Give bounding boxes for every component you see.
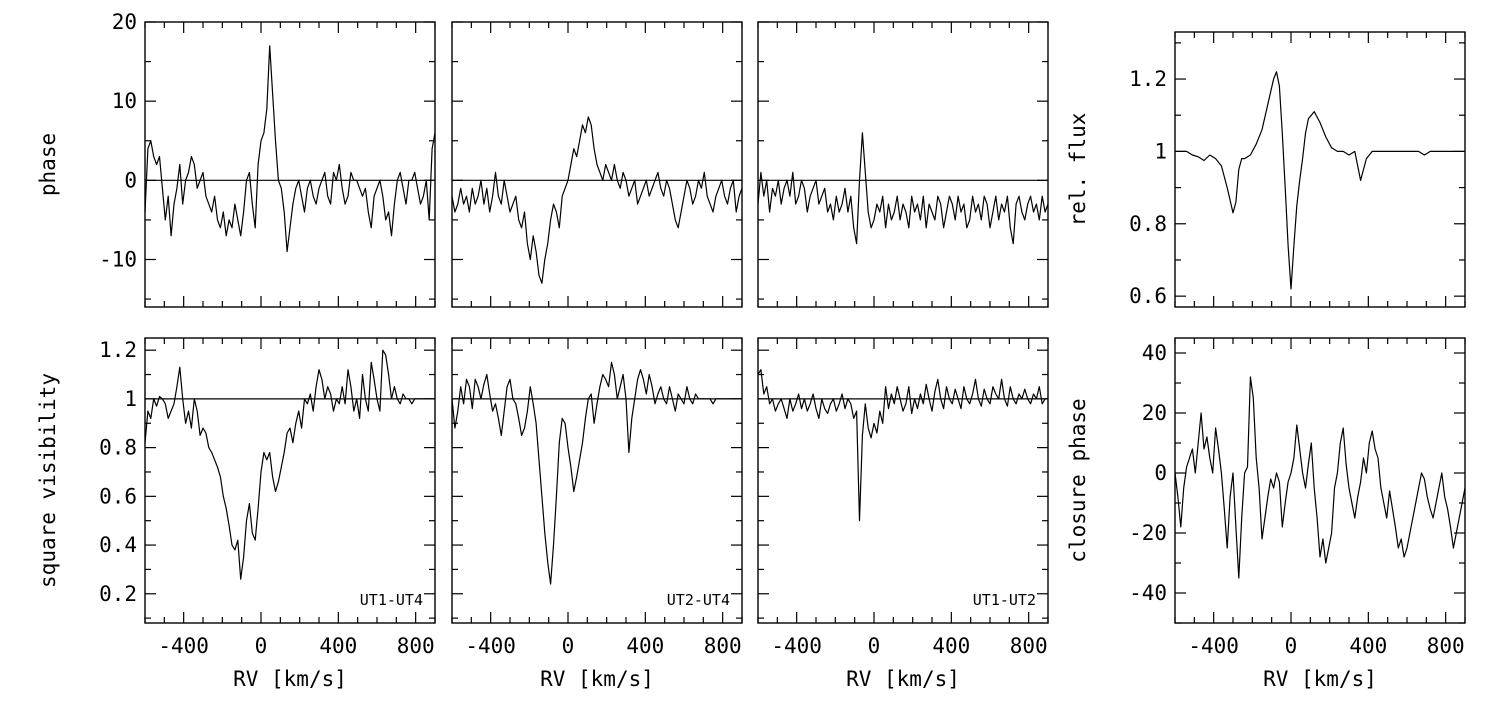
plot-frame [1174,31,1466,308]
x-tick-label: -400 [465,634,516,658]
plot-frame [451,337,743,624]
panel-vis_ut2_ut4: -400 0 400 800 RV [km/s] UT2-UT4 [451,337,743,691]
plot-frame [757,21,1049,308]
y-tick-label: 0 [124,168,137,192]
series-line-0 [1174,376,1466,579]
y-tick-label: 1.2 [99,338,137,362]
x-tick-label: 0 [868,634,881,658]
series-line-0 [451,361,742,585]
x-axis-label: RV [km/s] [846,667,960,691]
y-tick-label: 0.6 [1129,284,1167,308]
y-tick-label: -40 [1129,581,1167,605]
x-tick-label: 800 [1427,634,1465,658]
y-tick-label: -20 [1129,521,1167,545]
series-line-0 [757,132,1049,245]
y-tick-label: 40 [1142,341,1167,365]
x-axis-label: RV [km/s] [233,667,347,691]
y-tick-label: 0.4 [99,533,137,557]
x-tick-label: 400 [1349,634,1387,658]
y-tick-label: -10 [99,248,137,272]
series-line-0 [144,45,436,253]
x-axis-label: RV [km/s] [1263,667,1377,691]
x-tick-label: 400 [319,634,357,658]
x-tick-label: 800 [704,634,742,658]
series-line-0 [451,116,743,284]
y-tick-label: 10 [112,89,137,113]
x-tick-label: 0 [1285,634,1298,658]
x-tick-label: 800 [1010,634,1048,658]
y-tick-label: 20 [112,10,137,34]
x-tick-label: 800 [397,634,435,658]
panel-vis_ut1_ut2: -400 0 400 800 RV [km/s] UT1-UT2 [757,337,1049,691]
series-line-0 [757,369,1048,522]
x-tick-label: -400 [1188,634,1239,658]
x-tick-label: 400 [932,634,970,658]
baseline-label: UT2-UT4 [667,591,730,609]
y-tick-label: 1 [124,387,137,411]
y-axis-label: phase [36,133,60,196]
y-tick-label: 0.8 [99,436,137,460]
baseline-label: UT1-UT2 [973,591,1036,609]
baseline-label: UT1-UT4 [360,591,423,609]
x-tick-label: 0 [255,634,268,658]
panel-rel_flux: 0.6 0.8 1 1.2 rel. flux [1066,31,1466,308]
plot-frame [757,337,1049,624]
panel-phase_ut1_ut4: -10 0 10 20 phase [36,10,436,308]
y-tick-label: 1.2 [1129,67,1167,91]
plot-frame [144,337,436,624]
x-tick-label: 400 [626,634,664,658]
y-tick-label: 0.6 [99,484,137,508]
panel-vis_ut1_ut4: -400 0 400 800 RV [km/s] 0.2 0.4 0.6 0.8 1 1.2 squa… [36,337,436,691]
y-tick-label: 0.8 [1129,212,1167,236]
y-axis-label: rel. flux [1066,113,1090,227]
series-line-0 [144,349,435,580]
y-tick-label: 1 [1154,139,1167,163]
y-axis-label: closure phase [1066,398,1090,562]
x-tick-label: 0 [562,634,575,658]
series-line-0 [1175,71,1465,290]
x-axis-label: RV [km/s] [540,667,654,691]
y-tick-label: 0.2 [99,582,137,606]
y-tick-label: 20 [1142,401,1167,425]
y-axis-label: square visibility [36,373,60,588]
panel-closure_phase: -400 0 400 800 RV [km/s] -40 -20 0 20 40 closure p… [1066,337,1466,691]
y-tick-label: 0 [1154,461,1167,485]
plot-frame [451,21,743,308]
x-tick-label: -400 [158,634,209,658]
x-tick-label: -400 [771,634,822,658]
panel-phase_ut1_ut2 [757,21,1049,308]
plot-frame [144,21,436,308]
panel-phase_ut2_ut4 [451,21,743,308]
plot-frame [1174,337,1466,624]
